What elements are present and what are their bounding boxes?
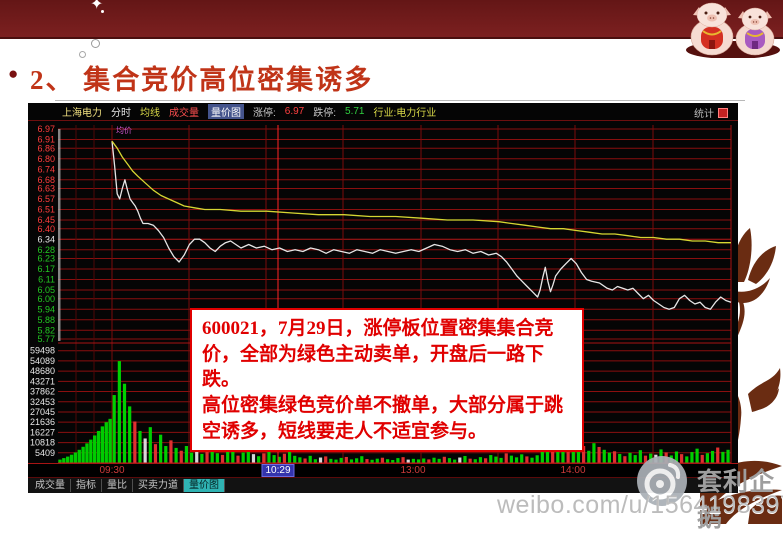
price-axis-label: 5.82: [37, 325, 55, 335]
price-axis-label: 6.63: [37, 184, 55, 194]
avg-line: [111, 140, 731, 244]
close-box-icon[interactable]: [718, 107, 728, 118]
weibo-logo-icon: [637, 456, 687, 506]
info-bar-item[interactable]: 6.97: [284, 106, 305, 117]
volume-axis-label: 43271: [30, 376, 55, 386]
chart-tab[interactable]: 量价图: [184, 479, 225, 492]
watermark-url: weibo.com/u/1564198397: [497, 491, 783, 519]
price-axis-label: 6.51: [37, 205, 55, 215]
volume-axis-label: 59498: [30, 346, 55, 356]
info-bar-item[interactable]: 行业:电力行业: [373, 108, 437, 119]
info-bar-item[interactable]: 5.71: [345, 106, 365, 117]
volume-axis-label: 10818: [30, 438, 55, 448]
chart-tab[interactable]: 成交量: [30, 479, 71, 492]
volume-axis-label: 32453: [30, 397, 55, 407]
auction-left-bar: [58, 129, 61, 341]
volume-axis-label: 48680: [30, 366, 55, 376]
info-bar-item[interactable]: 跌停:: [313, 108, 337, 119]
chart-tab[interactable]: 量比: [102, 479, 133, 492]
price-axis-label: 5.88: [37, 315, 55, 325]
watermark-account-name: 套利企鹅: [697, 468, 776, 532]
price-axis-label: 6.57: [37, 194, 55, 204]
volume-axis-label: 21636: [30, 417, 55, 427]
annotation-line-1: 600021，7月29日，涨停板位置密集集合竞价，全部为绿色主动卖单，开盘后一路…: [202, 318, 554, 391]
info-bar-item[interactable]: 量价图: [208, 104, 244, 119]
info-bar-item[interactable]: 成交量: [169, 108, 199, 119]
price-axis-label: 5.94: [37, 304, 55, 314]
time-label: 13:00: [400, 465, 426, 476]
avg-price-tag: 均价: [116, 125, 132, 135]
time-label: 09:30: [99, 465, 125, 476]
chart-tab[interactable]: 指标: [71, 479, 102, 492]
price-axis-label: 6.45: [37, 215, 55, 225]
sparkle-dot: [101, 10, 104, 13]
pig-figurines-image: [686, 2, 780, 58]
volume-axis-label: 54089: [30, 356, 55, 366]
info-bar-item[interactable]: 均线: [140, 108, 160, 119]
annotation-line-2: 高位密集绿色竞价单不撤单，大部分属于跳空诱多，短线要走人不适宜参与。: [202, 394, 564, 442]
top-banner: [0, 0, 783, 39]
volume-axis-label: 37862: [30, 387, 55, 397]
price-axis-label: 6.00: [37, 294, 55, 304]
annotation-box: 600021，7月29日，涨停板位置密集集合竞价，全部为绿色主动卖单，开盘后一路…: [190, 308, 584, 453]
price-axis-label: 6.40: [37, 224, 55, 234]
price-axis-label: 6.17: [37, 264, 55, 274]
decor-bubble: [79, 51, 86, 58]
price-axis-label: 6.68: [37, 175, 55, 185]
time-axis: 09:30 10:29 13:00 14:00: [28, 463, 738, 478]
info-bar-item[interactable]: 涨停:: [253, 108, 276, 119]
chart-tab[interactable]: 买卖力道: [133, 479, 184, 492]
price-axis-label: 6.28: [37, 245, 55, 255]
price-axis-label: 6.23: [37, 254, 55, 264]
statistics-button[interactable]: 统计: [694, 109, 714, 120]
volume-axis-label: 5409: [35, 448, 55, 458]
time-label: 14:00: [560, 465, 586, 476]
info-bar-item[interactable]: 分时: [111, 108, 131, 119]
price-axis-label: 6.80: [37, 154, 55, 164]
grid-lines: 6.976.916.866.806.746.686.636.576.516.45…: [30, 124, 732, 463]
auction-volume-steps: [58, 418, 112, 463]
sparkle-icon: ✦: [90, 0, 104, 13]
title-bullet: ●: [8, 64, 19, 83]
price-axis-label: 6.11: [38, 275, 55, 285]
chart-info-bar: 上海电力 分时 均线 成交量 量价图 涨停: 6.97 跌停: 5.71 行业:电力行业: [28, 103, 738, 121]
price-axis-label: 6.97: [37, 124, 55, 134]
decor-bubble: [91, 39, 100, 48]
volume-axis-label: 27045: [30, 407, 55, 417]
price-axis-label: 5.77: [37, 334, 55, 344]
page-title: 2、 集合竞价高位密集诱多: [30, 65, 374, 95]
title-underline: [55, 100, 745, 101]
info-bar-item[interactable]: 上海电力: [62, 108, 102, 119]
price-axis-label: 6.74: [37, 164, 55, 174]
volume-axis-label: 16227: [30, 427, 55, 437]
price-axis-label: 6.34: [37, 234, 55, 244]
price-line: [111, 141, 732, 310]
price-axis-label: 6.91: [37, 135, 55, 145]
price-axis-label: 6.05: [37, 285, 55, 295]
pig-right: [735, 7, 775, 56]
pig-left: [690, 2, 734, 56]
chart-bottom-tabs: 成交量 指标 量比 买卖力道 量价图: [28, 477, 738, 493]
price-axis-label: 6.86: [37, 143, 55, 153]
cursor-time-label: 10:29: [261, 464, 295, 477]
